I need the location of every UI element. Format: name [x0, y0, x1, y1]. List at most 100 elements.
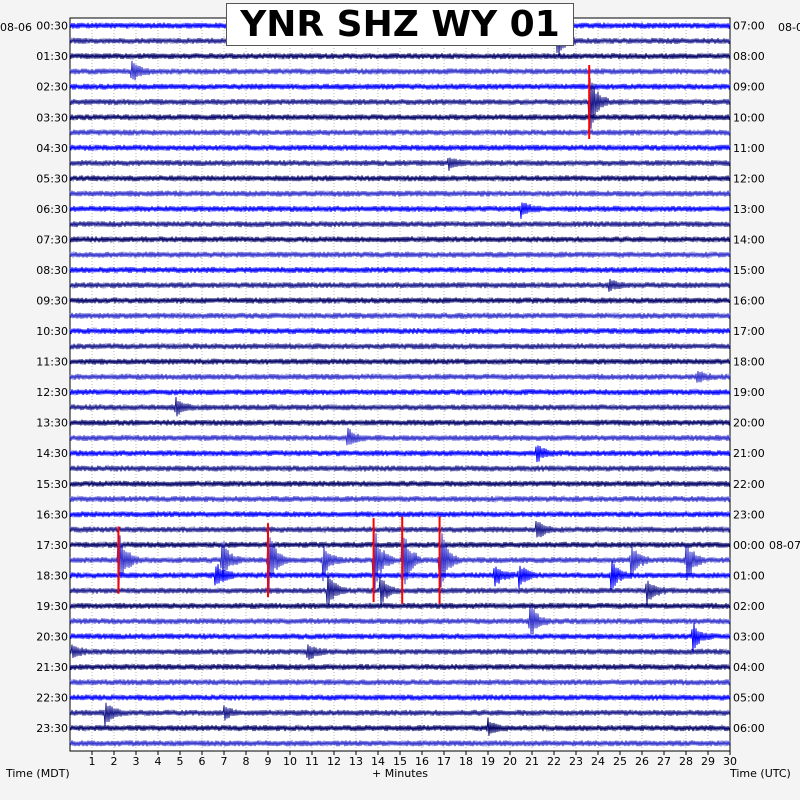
trace-row — [69, 662, 731, 671]
left-time-label: 06:30 — [36, 203, 68, 216]
trace-row — [69, 326, 731, 336]
right-time-label: 10:00 — [733, 111, 765, 124]
left-time-label: 21:30 — [36, 661, 68, 674]
x-tick-label: 3 — [133, 755, 140, 768]
trace-row — [69, 357, 731, 366]
trace-row — [69, 342, 731, 351]
right-time-label: 00:00 — [733, 539, 765, 552]
clipped-events — [117, 65, 591, 604]
x-axis-label: + Minutes — [372, 767, 428, 780]
left-time-label: 11:30 — [36, 356, 68, 369]
x-tick-label: 29 — [701, 755, 715, 768]
right-date-label: 08-07 — [769, 539, 800, 552]
left-time-label: 01:30 — [36, 50, 68, 63]
chart-title: YNR SHZ WY 01 — [240, 3, 560, 45]
trace-row — [69, 128, 731, 137]
trace-row — [69, 370, 731, 383]
right-time-label: 17:00 — [733, 325, 765, 338]
trace-row — [69, 220, 731, 229]
x-tick-label: 16 — [415, 755, 429, 768]
x-tick-label: 10 — [283, 755, 297, 768]
left-time-label: 04:30 — [36, 142, 68, 155]
x-tick-label: 7 — [221, 755, 228, 768]
right-time-label: 13:00 — [733, 203, 765, 216]
trace-row — [69, 523, 731, 589]
right-time-label: 08:00 — [733, 50, 765, 63]
x-tick-label: 2 — [111, 755, 118, 768]
x-tick-label: 25 — [613, 755, 627, 768]
trace-row — [69, 561, 731, 590]
axis-ticks: 1 2 3 4 5 6 7 8 9 10 11 12 13 14 15 16 17 18 19 20 21 22 23 24 2… — [36, 20, 800, 768]
left-time-label: 09:30 — [36, 295, 68, 308]
right-time-label: 02:00 — [733, 600, 765, 613]
x-tick-label: 4 — [155, 755, 162, 768]
right-time-label: 07:00 — [733, 20, 765, 33]
x-tick-label: 30 — [723, 755, 737, 768]
left-time-label: 05:30 — [36, 172, 68, 185]
x-tick-label: 22 — [547, 755, 561, 768]
trace-row — [69, 601, 731, 610]
x-tick-label: 19 — [481, 755, 495, 768]
left-time-label: 19:30 — [36, 600, 68, 613]
left-time-label: 08:30 — [36, 264, 68, 277]
trace-row — [69, 143, 731, 152]
trace-row — [69, 427, 731, 446]
right-time-label: 11:00 — [733, 142, 765, 155]
left-time-label: 20:30 — [36, 630, 68, 643]
title-box: YNR SHZ WY 01 — [226, 3, 574, 46]
right-time-label: 09:00 — [733, 81, 765, 94]
left-time-label: 22:30 — [36, 692, 68, 705]
left-time-label: 07:30 — [36, 233, 68, 246]
trace-row — [69, 739, 731, 748]
right-time-label: 19:00 — [733, 386, 765, 399]
right-time-label: 21:00 — [733, 447, 765, 460]
trace-row — [69, 494, 731, 504]
trace-row — [69, 479, 731, 488]
left-time-label: 03:30 — [36, 111, 68, 124]
trace-row — [69, 235, 731, 244]
left-time-label: 15:30 — [36, 478, 68, 491]
trace-row — [69, 445, 731, 463]
x-tick-label: 20 — [503, 755, 517, 768]
trace-row — [69, 202, 731, 219]
trace-row — [69, 520, 731, 538]
right-time-label: 16:00 — [733, 295, 765, 308]
right-time-label: 15:00 — [733, 264, 765, 277]
left-time-label: 23:30 — [36, 722, 68, 735]
right-axis-top-date: 08-07 — [778, 21, 800, 34]
x-tick-label: 17 — [437, 755, 451, 768]
left-time-label: 00:30 — [36, 20, 68, 33]
x-tick-label: 1 — [89, 755, 96, 768]
trace-row — [69, 418, 731, 427]
trace-row — [69, 623, 731, 652]
right-time-label: 03:00 — [733, 630, 765, 643]
x-tick-label: 11 — [305, 755, 319, 768]
right-time-label: 06:00 — [733, 722, 765, 735]
trace-row — [69, 693, 731, 702]
right-time-label: 23:00 — [733, 508, 765, 521]
left-time-label: 18:30 — [36, 569, 68, 582]
right-time-label: 18:00 — [733, 356, 765, 369]
trace-row — [69, 678, 731, 687]
left-time-label: 10:30 — [36, 325, 68, 338]
right-time-label: 14:00 — [733, 233, 765, 246]
trace-row — [69, 52, 731, 61]
right-axis-title: Time (UTC) — [729, 767, 791, 780]
trace-row — [69, 702, 731, 727]
trace-row — [69, 77, 731, 129]
trace-row — [69, 296, 731, 305]
trace-row — [69, 540, 731, 549]
trace-row — [69, 157, 731, 171]
right-time-label: 05:00 — [733, 692, 765, 705]
trace-row — [69, 113, 731, 122]
x-tick-label: 5 — [177, 755, 184, 768]
trace-row — [69, 311, 731, 320]
trace-row — [69, 605, 731, 635]
x-tick-label: 14 — [371, 755, 385, 768]
left-time-label: 02:30 — [36, 81, 68, 94]
right-time-label: 12:00 — [733, 172, 765, 185]
x-tick-label: 12 — [327, 755, 341, 768]
x-tick-label: 8 — [243, 755, 250, 768]
left-time-label: 12:30 — [36, 386, 68, 399]
